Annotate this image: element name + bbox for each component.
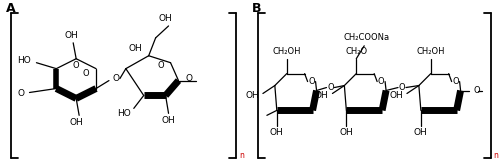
Text: HO: HO [16,56,30,65]
Text: O: O [474,86,480,95]
Text: OH: OH [64,31,78,40]
Text: O: O [327,83,334,92]
Text: n: n [494,151,498,160]
Text: CH₂OH: CH₂OH [416,47,445,56]
Text: O: O [18,89,24,98]
Text: OH: OH [270,128,283,137]
Text: HO: HO [117,109,131,118]
Text: OH: OH [314,91,328,100]
Text: B: B [252,1,262,15]
Text: CH₂O: CH₂O [345,47,368,56]
Text: O: O [112,74,119,83]
Text: O: O [83,69,89,78]
Text: OH: OH [414,128,428,137]
Text: n: n [239,151,244,160]
Text: OH: OH [129,44,142,53]
Text: O: O [158,61,164,70]
Text: O: O [378,77,384,86]
Text: O: O [73,61,80,70]
Text: O: O [308,77,315,86]
Text: OH: OH [389,91,403,100]
Text: A: A [6,1,16,15]
Text: OH: OH [340,128,353,137]
Text: O: O [452,77,459,86]
Text: O: O [398,83,406,92]
Text: OH: OH [245,91,259,100]
Text: O: O [186,74,192,83]
Text: CH₂COONa: CH₂COONa [343,33,390,42]
Text: OH: OH [162,116,175,125]
Text: CH₂OH: CH₂OH [272,47,301,56]
Text: OH: OH [70,118,83,127]
Text: OH: OH [158,14,172,24]
